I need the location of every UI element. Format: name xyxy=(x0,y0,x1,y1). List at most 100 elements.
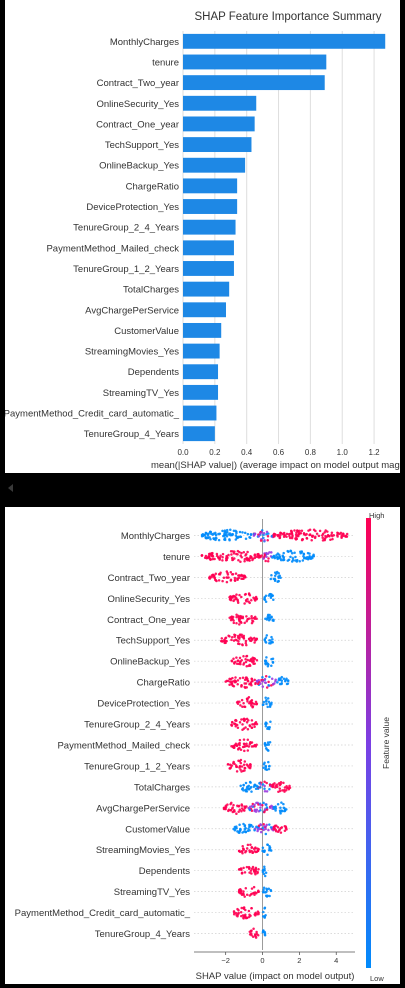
swarm-point xyxy=(229,763,232,766)
swarm-point xyxy=(200,554,204,557)
swarm-point xyxy=(232,621,236,625)
swarm-point xyxy=(247,600,250,603)
swarm-point xyxy=(245,893,249,897)
y-tick-label: DeviceProtection_Yes xyxy=(97,699,190,710)
swarm-point xyxy=(223,807,227,810)
swarm-point xyxy=(230,636,234,639)
swarm-point xyxy=(249,763,252,766)
beeswarm-chart-svg: SHAP value (impact on model output) High… xyxy=(15,511,391,983)
swarm-point xyxy=(249,700,252,703)
swarm-point xyxy=(241,745,245,749)
swarm-point xyxy=(236,598,239,601)
swarm-point xyxy=(221,640,224,643)
swarm-point xyxy=(254,595,258,599)
swarm-point xyxy=(224,636,227,640)
swarm-point xyxy=(271,682,275,686)
swarm-point xyxy=(251,865,255,869)
swarm-point xyxy=(235,723,239,727)
swarm-point xyxy=(225,679,229,683)
bar xyxy=(183,384,219,400)
swarm-row xyxy=(232,906,267,920)
swarm-point xyxy=(235,552,238,556)
swarm-point xyxy=(293,551,296,554)
swarm-point xyxy=(204,554,208,558)
swarm-point xyxy=(268,613,271,617)
swarm-point xyxy=(257,535,261,538)
swarm-point xyxy=(248,808,252,812)
swarm-point xyxy=(272,533,275,537)
swarm-point xyxy=(268,616,271,619)
swarm-point xyxy=(250,887,254,890)
swarm-point xyxy=(276,556,279,560)
swarm-point xyxy=(236,702,240,705)
y-tick-label: Dependents xyxy=(139,866,190,877)
swarm-point xyxy=(239,748,243,751)
swarm-point xyxy=(247,784,251,788)
swarm-point xyxy=(246,550,249,554)
swarm-point xyxy=(262,886,266,890)
swarm-point xyxy=(245,786,249,789)
swarm-point xyxy=(245,717,249,721)
swarm-point xyxy=(283,786,287,789)
swarm-point xyxy=(221,559,224,562)
swarm-point xyxy=(245,643,248,647)
swarm-point xyxy=(234,534,238,537)
swarm-point xyxy=(226,576,229,579)
swarm-point xyxy=(243,602,246,605)
swarm-point xyxy=(264,744,267,748)
swarm-point xyxy=(267,680,270,684)
bar xyxy=(183,322,222,338)
swarm-point xyxy=(318,529,322,533)
y-tick-label: TenureGroup_1_2_Years xyxy=(73,264,179,275)
swarm-point xyxy=(283,824,287,828)
swarm-point xyxy=(262,801,265,805)
collapse-arrow-icon[interactable] xyxy=(8,484,13,492)
swarm-point xyxy=(250,934,253,937)
swarm-point xyxy=(264,681,268,684)
swarm-point xyxy=(204,531,208,535)
y-tick-label: PaymentMethod_Mailed_check xyxy=(57,740,190,751)
swarm-point xyxy=(242,718,245,721)
swarm-point xyxy=(266,664,270,668)
swarm-point xyxy=(253,913,256,916)
swarm-point xyxy=(298,560,301,563)
swarm-point xyxy=(236,679,240,682)
swarm-row xyxy=(228,613,275,626)
swarm-point xyxy=(247,806,250,810)
swarm-point xyxy=(283,790,286,793)
swarm-point xyxy=(265,634,269,637)
swarm-point xyxy=(268,806,272,809)
y-tick-label: TechSupport_Yes xyxy=(105,140,179,151)
swarm-point xyxy=(245,847,249,850)
x-tick-label: 2 xyxy=(297,956,301,965)
swarm-point xyxy=(309,556,312,560)
swarm-point xyxy=(248,849,251,852)
swarm-point xyxy=(244,598,248,602)
swarm-point xyxy=(236,915,239,918)
swarm-point xyxy=(238,889,242,893)
swarm-point xyxy=(242,663,245,666)
y-tick-label: AvgChargePerService xyxy=(96,803,190,814)
swarm-point xyxy=(259,539,263,542)
swarm-point xyxy=(266,535,270,538)
swarm-point xyxy=(235,662,239,666)
swarm-point xyxy=(238,738,242,742)
swarm-point xyxy=(268,704,272,707)
y-tick-label: PaymentMethod_Credit_card_automatic_ xyxy=(15,908,191,919)
swarm-point xyxy=(265,656,268,659)
swarm-point xyxy=(263,598,266,601)
swarm-point xyxy=(279,831,283,834)
swarm-point xyxy=(241,531,244,534)
bar xyxy=(183,199,238,214)
swarm-point xyxy=(263,865,266,869)
swarm-point xyxy=(236,634,240,638)
swarm-point xyxy=(242,763,246,767)
swarm-point xyxy=(249,869,253,872)
swarm-point xyxy=(238,700,241,703)
swarm-point xyxy=(215,552,219,556)
swarm-point xyxy=(230,680,234,684)
bar xyxy=(183,95,257,111)
swarm-point xyxy=(237,805,240,808)
swarm-point xyxy=(238,550,241,554)
swarm-point xyxy=(204,536,207,539)
